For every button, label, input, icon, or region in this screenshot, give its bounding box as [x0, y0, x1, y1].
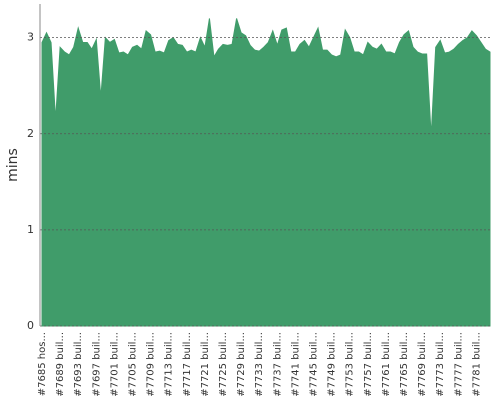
- x-tick-label: #7701 buil...: [109, 332, 120, 397]
- x-tick-label: #7709 buil...: [146, 332, 157, 397]
- area: [41, 18, 491, 327]
- x-tick-label: #7705 buil...: [128, 332, 139, 397]
- x-tick-label: #7725 buil...: [218, 332, 229, 397]
- y-tick-label: 2: [27, 127, 34, 140]
- x-tick-label: #7693 buil...: [73, 332, 84, 397]
- x-tick-label: #7769 buil...: [417, 332, 428, 397]
- x-tick-label: #7765 buil...: [399, 332, 410, 397]
- x-tick-label: #7713 buil...: [164, 332, 175, 397]
- x-tick-label: #7761 buil...: [381, 332, 392, 397]
- x-tick-label: #7737 buil...: [272, 332, 283, 397]
- x-tick-label: #7721 buil...: [200, 332, 211, 397]
- x-tick-label: #7781 buil...: [471, 332, 482, 397]
- x-tick-label: #7733 buil...: [254, 332, 265, 397]
- x-tick-label: #7773 buil...: [435, 332, 446, 397]
- y-axis-title: mins: [5, 148, 21, 182]
- x-tick-label: #7717 buil...: [182, 332, 193, 397]
- x-tick-label: #7741 buil...: [290, 332, 301, 397]
- x-tick-label: #7697 buil...: [91, 332, 102, 397]
- x-tick-label: #7777 buil...: [453, 332, 464, 397]
- y-tick-label: 3: [27, 31, 34, 44]
- x-tick-label: #7757 buil...: [363, 332, 374, 397]
- x-tick-label: #7753 buil...: [345, 332, 356, 397]
- y-tick-label: 0: [27, 319, 34, 332]
- y-tick-label: 1: [27, 223, 34, 236]
- x-tick-label: #7745 buil...: [309, 332, 320, 397]
- x-tick-label: #7685 hos...: [37, 332, 48, 396]
- x-tick-label: #7729 buil...: [236, 332, 247, 397]
- x-tick-label: #7689 buil...: [55, 332, 66, 397]
- x-tick-label: #7749 buil...: [327, 332, 338, 397]
